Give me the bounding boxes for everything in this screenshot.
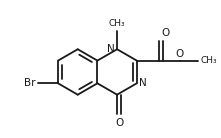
Text: Br: Br xyxy=(24,78,36,88)
Text: CH₃: CH₃ xyxy=(109,19,125,28)
Text: CH₃: CH₃ xyxy=(200,56,217,65)
Text: N: N xyxy=(107,44,115,54)
Text: O: O xyxy=(176,49,184,59)
Text: O: O xyxy=(116,118,124,128)
Text: O: O xyxy=(161,28,169,38)
Text: N: N xyxy=(139,78,147,88)
